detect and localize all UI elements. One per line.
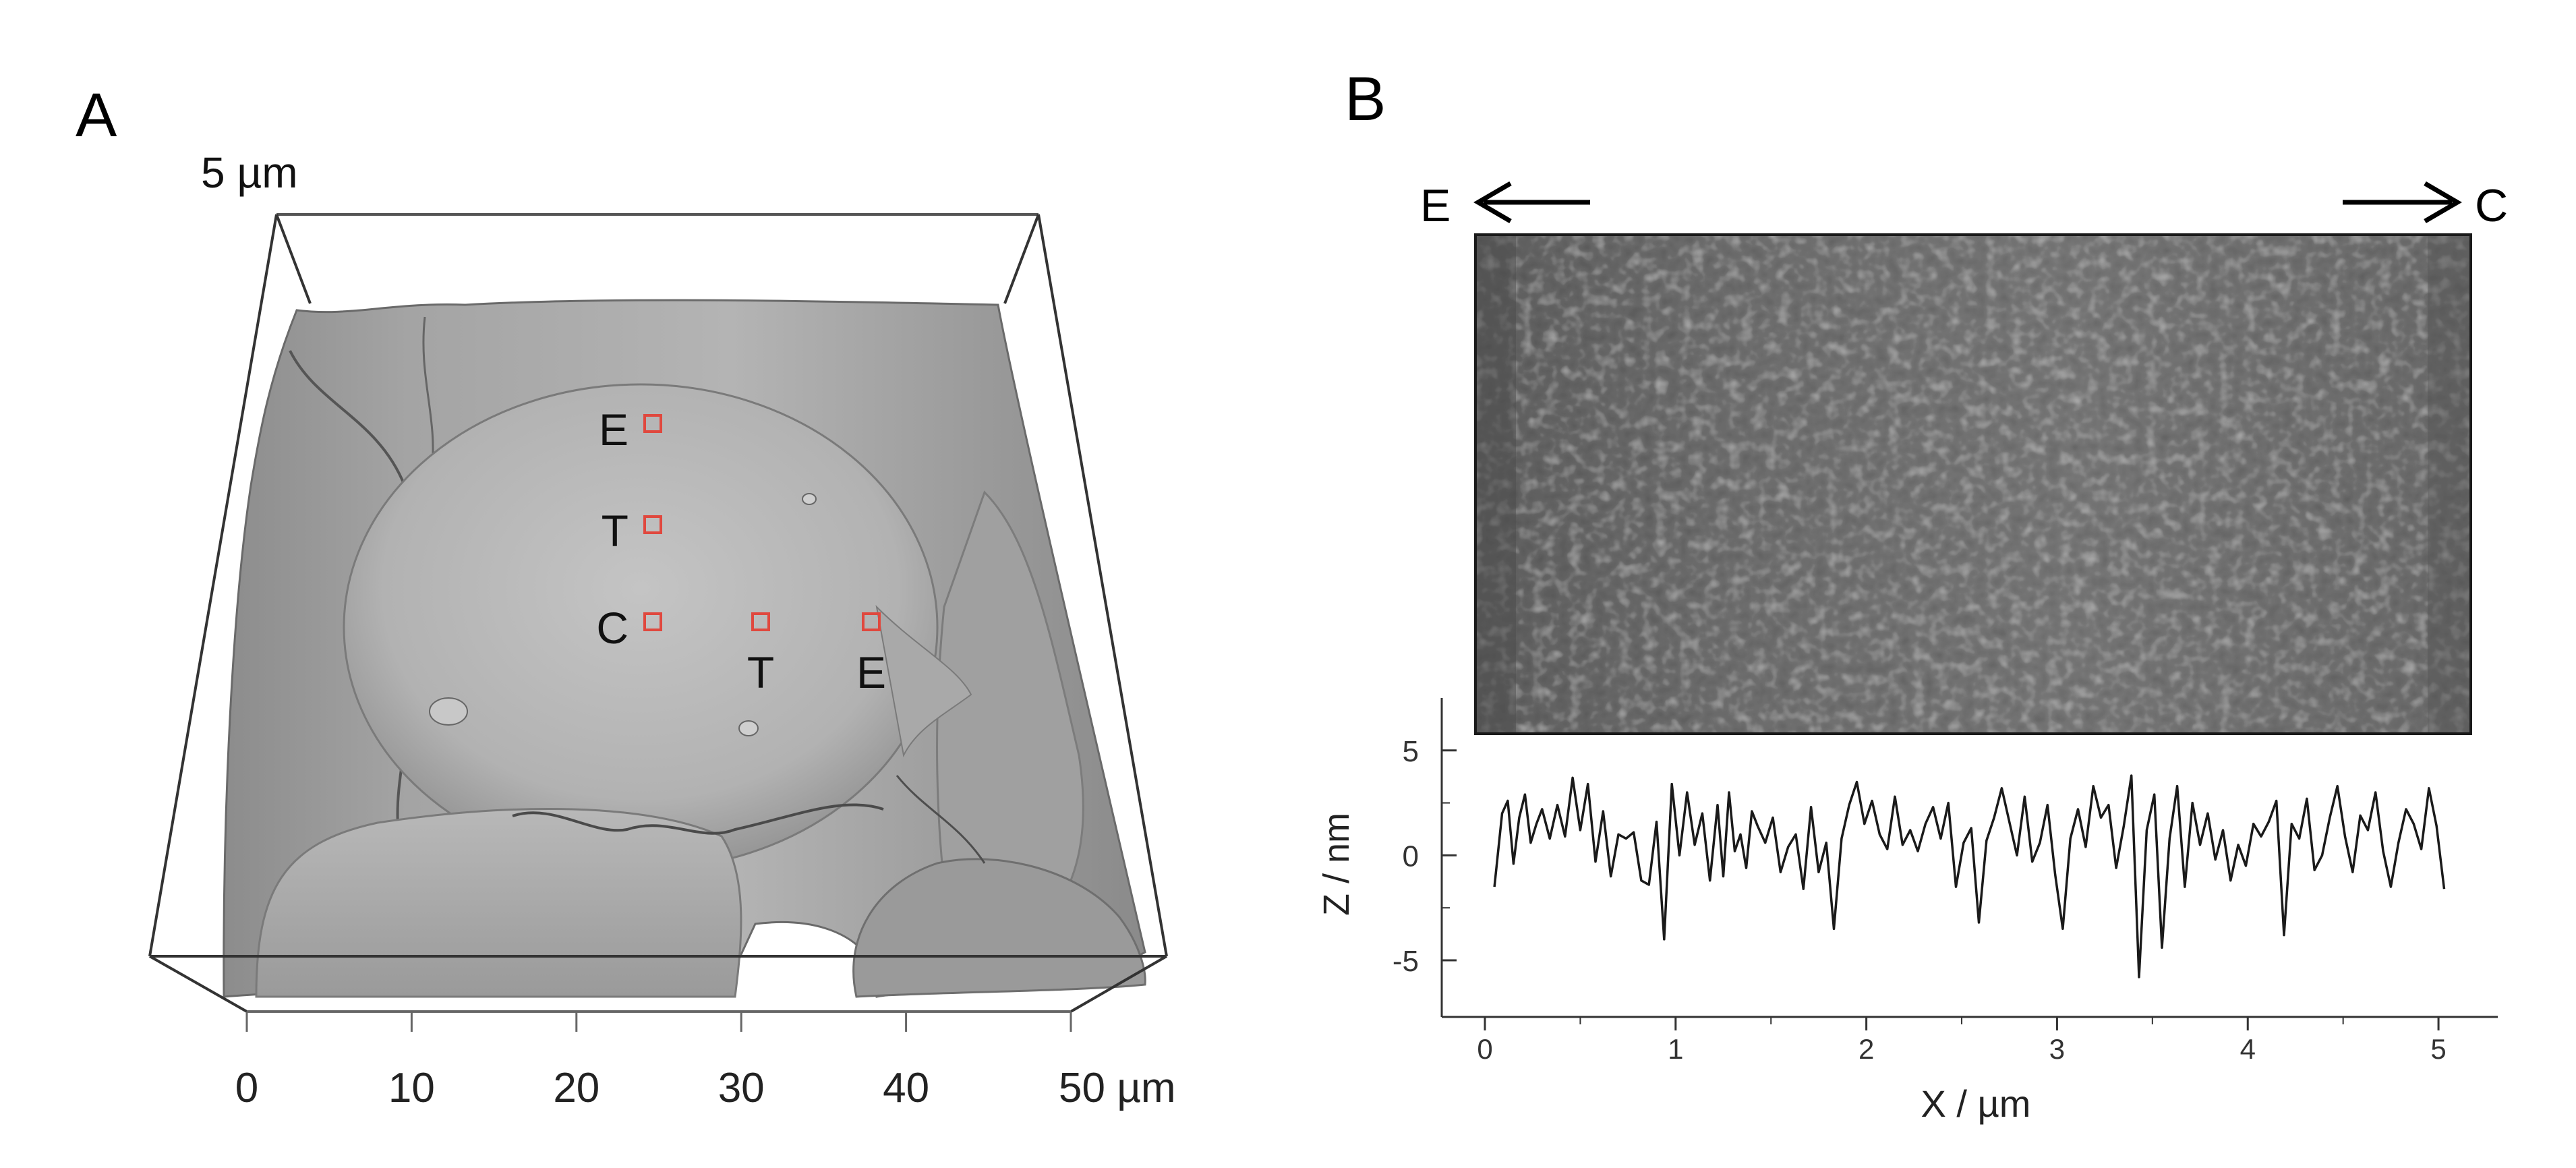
cell-boundary-crack — [512, 803, 884, 835]
x-tick-label: 3 — [2049, 1033, 2065, 1065]
marker-label: E — [856, 647, 886, 697]
height-profile-line — [1493, 774, 2446, 979]
afm-height-image — [1475, 235, 2471, 734]
marker-square — [751, 612, 770, 631]
right-arrow-icon — [2343, 181, 2462, 224]
x-tick-label: 1 — [1668, 1033, 1683, 1065]
y-tick-label: 0 — [1403, 840, 1419, 873]
lower-blob-right — [852, 858, 1146, 998]
marker-label: T — [747, 647, 774, 697]
profile-axes: 0 1 2 3 4 5 5 0 -5 — [1393, 698, 2498, 1065]
marker-label: C — [596, 603, 628, 653]
lower-blob-left — [255, 808, 742, 998]
surface-particle — [738, 720, 759, 736]
marker-square — [643, 515, 662, 534]
marker-square — [643, 612, 662, 631]
marker-label: T — [602, 506, 628, 556]
afm-image-frame — [1474, 233, 2472, 735]
surface-particle — [802, 493, 817, 505]
panel-a-letter: A — [76, 81, 117, 150]
dome-right-bulge — [875, 605, 972, 758]
x-tick-label: 30 — [718, 1065, 765, 1111]
scale-label: 5 µm — [201, 148, 298, 197]
x-tick-label: 2 — [1858, 1033, 1874, 1065]
x-tick-label: 0 — [235, 1065, 258, 1111]
y-tick-label: -5 — [1393, 945, 1419, 978]
surface-3d-render — [223, 299, 1146, 998]
panel-b-letter: B — [1345, 65, 1386, 134]
x-tick-label: 4 — [2240, 1033, 2256, 1065]
y-tick-label: 5 — [1403, 735, 1419, 768]
marker-square — [643, 414, 662, 433]
marker-label: E — [599, 405, 628, 455]
panel-a-x-axis: 0 10 20 30 40 50 µm — [235, 1010, 1176, 1111]
cell-boundary-crack-2 — [896, 775, 986, 864]
central-dome — [343, 383, 939, 871]
x-tick-label: 5 — [2430, 1033, 2446, 1065]
surface-particle — [429, 697, 468, 726]
x-tick-label: 10 — [388, 1065, 435, 1111]
left-ridge-crack-2 — [422, 316, 434, 473]
marker-square — [862, 612, 881, 631]
left-arrow-icon — [1473, 181, 1590, 224]
x-tick-label: 20 — [553, 1065, 599, 1111]
x-tick-label: 0 — [1477, 1033, 1492, 1065]
arrow-left-label: E — [1420, 180, 1451, 231]
x-axis-title: X / µm — [1921, 1082, 2031, 1125]
x-tick-label: 50 µm — [1059, 1065, 1176, 1111]
y-axis-title: Z / nm — [1316, 813, 1357, 916]
x-tick-label: 40 — [883, 1065, 929, 1111]
arrow-right-label: C — [2475, 180, 2508, 231]
